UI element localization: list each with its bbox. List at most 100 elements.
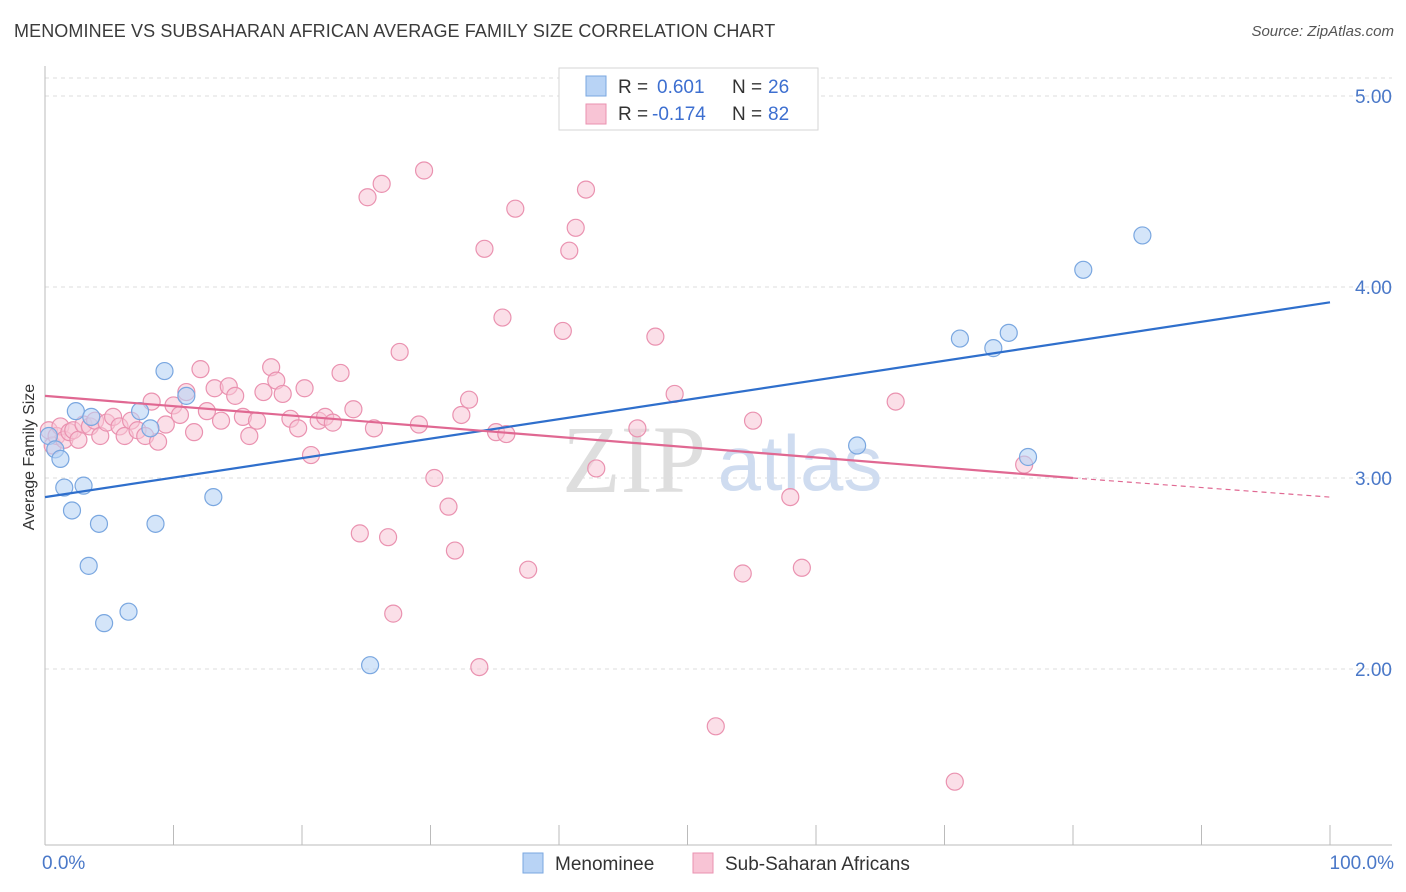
- y-axis-label: Average Family Size: [21, 384, 38, 531]
- point-menominee: [1018, 447, 1038, 467]
- point-menominee: [177, 386, 196, 405]
- point-sub-saharan-africans: [445, 541, 465, 560]
- point-sub-saharan-africans: [226, 386, 245, 405]
- legend-r-label: R =: [618, 77, 648, 98]
- point-sub-saharan-africans: [452, 405, 471, 425]
- point-sub-saharan-africans: [273, 384, 292, 404]
- trend-line-sub-saharan-africans: [44, 394, 1074, 480]
- point-sub-saharan-africans: [184, 423, 204, 442]
- legend-r-label: R =: [618, 104, 648, 125]
- point-sub-saharan-africans: [372, 174, 391, 193]
- chart-title: MENOMINEE VS SUBSAHARAN AFRICAN AVERAGE …: [14, 21, 776, 41]
- point-menominee: [1133, 226, 1152, 245]
- point-menominee: [51, 449, 70, 468]
- point-sub-saharan-africans: [69, 430, 88, 449]
- point-sub-saharan-africans: [506, 199, 525, 218]
- point-sub-saharan-africans: [706, 717, 725, 736]
- legend-n-value: 26: [768, 77, 789, 98]
- point-sub-saharan-africans: [331, 363, 350, 383]
- series-menominee: [39, 226, 1152, 675]
- legend-n-label: N =: [732, 104, 762, 125]
- source-label: Source: ZipAtlas.com: [1251, 23, 1394, 40]
- point-sub-saharan-africans: [493, 308, 512, 327]
- trend-line-sub-saharan-africans-extension: [1072, 477, 1331, 498]
- y-tick-label: 5.00: [1355, 87, 1392, 108]
- point-sub-saharan-africans: [191, 360, 210, 379]
- point-sub-saharan-africans: [553, 321, 572, 341]
- point-sub-saharan-africans: [344, 400, 363, 419]
- watermark: ZIP atlas: [562, 406, 882, 513]
- point-menominee: [204, 488, 223, 507]
- point-menominee: [141, 419, 160, 438]
- point-sub-saharan-africans: [475, 239, 494, 258]
- point-sub-saharan-africans: [566, 218, 585, 237]
- point-menominee: [62, 501, 82, 520]
- tick-labels: 2.00 3.00 4.00 5.00 0.0% 100.0%: [42, 87, 1394, 874]
- trend-lines: [44, 301, 1331, 499]
- legend-n-value: 82: [768, 104, 789, 125]
- point-menominee: [55, 478, 74, 497]
- point-sub-saharan-africans: [792, 558, 811, 577]
- bottom-legend-menominee: Menominee: [555, 854, 654, 875]
- point-sub-saharan-africans: [148, 432, 168, 451]
- y-tick-label: 3.00: [1355, 469, 1392, 490]
- point-sub-saharan-africans: [295, 379, 314, 398]
- point-menominee: [999, 323, 1018, 342]
- watermark-atlas: atlas: [718, 419, 883, 507]
- point-sub-saharan-africans: [743, 411, 763, 430]
- point-sub-saharan-africans: [323, 413, 342, 432]
- point-sub-saharan-africans: [350, 524, 369, 543]
- point-sub-saharan-africans: [364, 419, 384, 438]
- gridlines: [45, 77, 1392, 670]
- point-sub-saharan-africans: [945, 772, 964, 791]
- point-menominee: [361, 656, 380, 675]
- point-sub-saharan-africans: [378, 528, 398, 547]
- correlation-legend: R = 0.601 N = 26 R = -0.174 N = 82: [558, 67, 819, 131]
- point-menominee: [95, 614, 114, 633]
- point-menominee: [79, 556, 98, 575]
- trend-line-menominee: [44, 301, 1331, 499]
- point-sub-saharan-africans: [425, 468, 444, 488]
- point-sub-saharan-africans: [384, 604, 403, 623]
- point-sub-saharan-africans: [247, 411, 267, 430]
- legend-r-value: 0.601: [657, 77, 705, 98]
- bottom-legend-swatch-menominee: [522, 852, 544, 874]
- point-menominee: [119, 602, 138, 621]
- point-sub-saharan-africans: [439, 497, 458, 516]
- point-sub-saharan-africans: [519, 560, 538, 579]
- point-sub-saharan-africans: [170, 405, 190, 425]
- bottom-legend-ssa: Sub-Saharan Africans: [725, 854, 910, 875]
- point-sub-saharan-africans: [470, 657, 489, 677]
- y-tick-label: 4.00: [1355, 278, 1392, 299]
- legend-r-value: -0.174: [652, 104, 706, 125]
- point-menominee: [848, 436, 867, 455]
- point-menominee: [66, 402, 85, 421]
- point-sub-saharan-africans: [289, 419, 308, 438]
- point-sub-saharan-africans: [628, 419, 647, 438]
- point-sub-saharan-africans: [560, 241, 579, 260]
- point-sub-saharan-africans: [414, 161, 434, 180]
- point-sub-saharan-africans: [254, 382, 273, 402]
- point-menominee: [950, 329, 970, 348]
- point-sub-saharan-africans: [646, 327, 665, 346]
- legend-swatch-ssa: [585, 103, 607, 125]
- point-sub-saharan-africans: [358, 188, 377, 207]
- x-tick-label: 100.0%: [1330, 853, 1395, 874]
- point-sub-saharan-africans: [587, 459, 606, 478]
- point-menominee: [1074, 260, 1093, 279]
- point-menominee: [82, 407, 101, 426]
- bottom-legend-swatch-ssa: [692, 852, 714, 874]
- legend-n-label: N =: [732, 77, 762, 98]
- legend-swatch-menominee: [585, 75, 607, 97]
- point-menominee: [155, 361, 174, 381]
- point-sub-saharan-africans: [886, 392, 905, 411]
- axes: [44, 66, 1392, 846]
- x-tick-label: 0.0%: [42, 853, 85, 874]
- point-menominee: [130, 402, 150, 421]
- y-tick-label: 2.00: [1355, 660, 1392, 681]
- point-sub-saharan-africans: [576, 180, 596, 199]
- point-sub-saharan-africans: [390, 342, 409, 362]
- point-sub-saharan-africans: [459, 390, 479, 409]
- point-sub-saharan-africans: [733, 564, 752, 583]
